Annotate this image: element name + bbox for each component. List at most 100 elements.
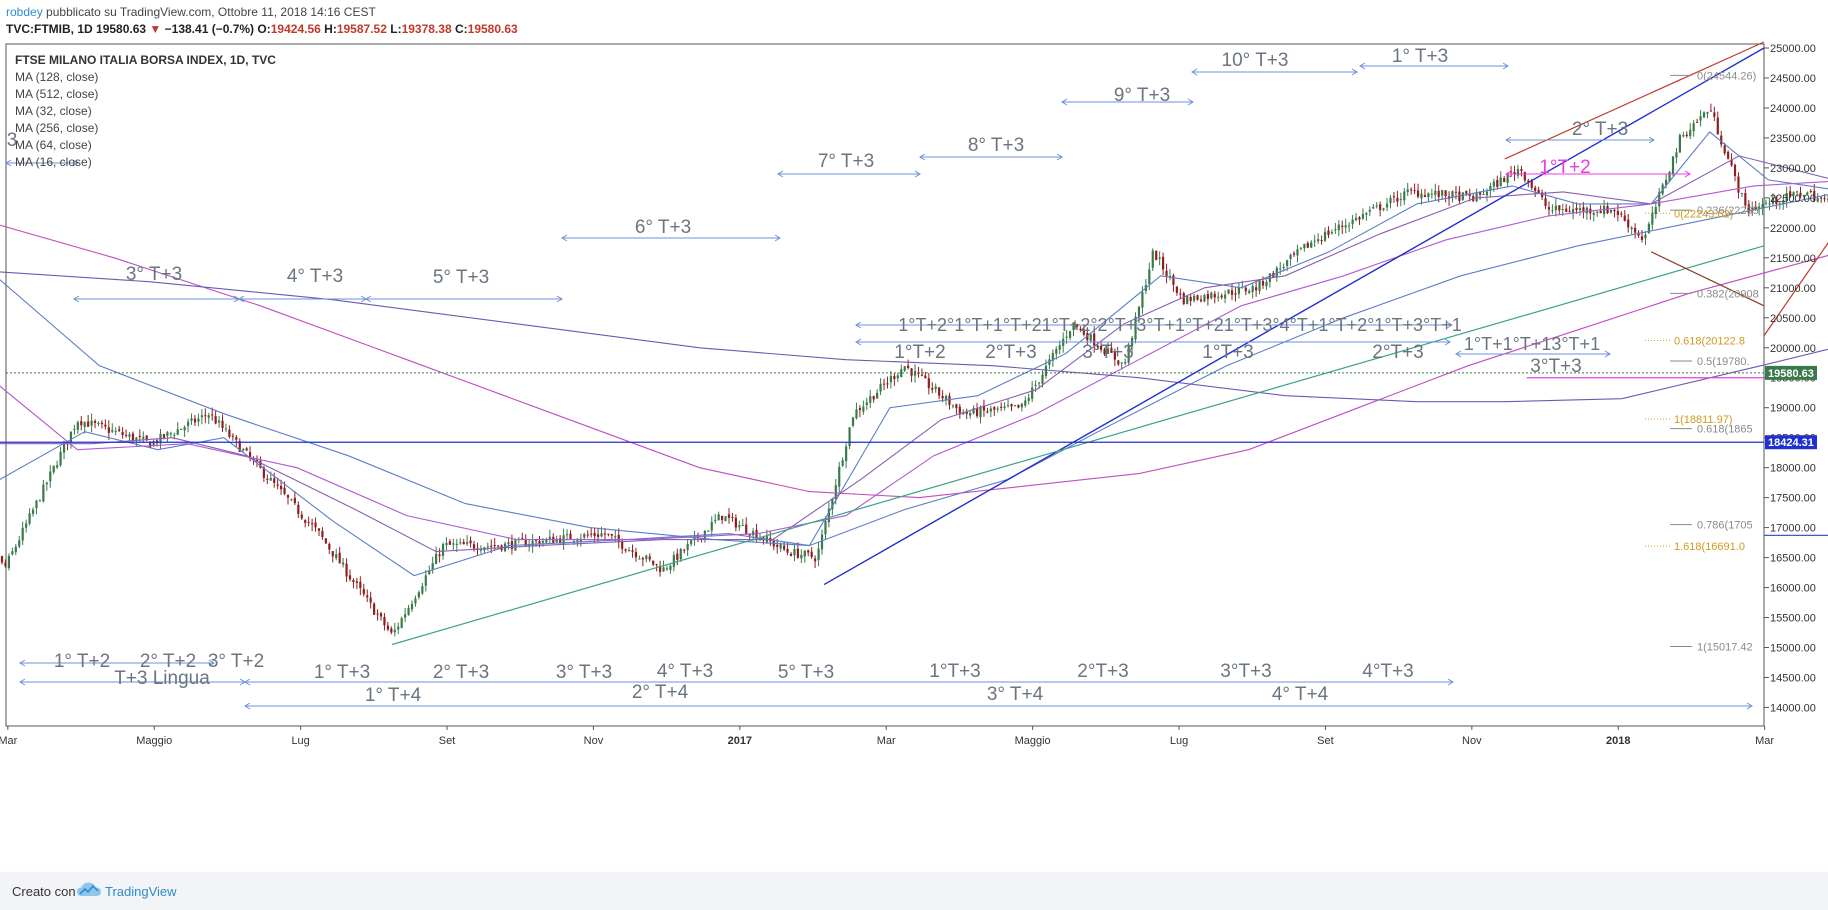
x-tick-label: Nov xyxy=(1462,735,1482,747)
wave-annotation: 5° T+3 xyxy=(433,267,489,288)
wave-annotation: 9° T+3 xyxy=(1114,85,1170,106)
candle-body xyxy=(1547,207,1551,210)
candle-body xyxy=(938,387,941,396)
candle-body xyxy=(1713,112,1716,117)
candle-body xyxy=(462,542,465,545)
candle-body xyxy=(820,534,824,550)
candle-body xyxy=(1106,348,1110,354)
arrow-head xyxy=(1351,68,1358,76)
candle-body xyxy=(362,588,365,595)
candle-body xyxy=(975,408,979,417)
candle-body xyxy=(627,549,631,552)
arrow-head xyxy=(1061,98,1068,106)
indicator-legend: FTSE MILANO ITALIA BORSA INDEX, 1D, TVC … xyxy=(15,52,276,171)
candle-body xyxy=(1330,232,1334,234)
candle-body xyxy=(1410,189,1413,191)
candle-body xyxy=(186,421,190,427)
candle-body xyxy=(56,465,59,468)
high-value: 19587.52 xyxy=(336,22,387,36)
wave-annotation: 3° T+2 xyxy=(208,651,264,672)
candle-body xyxy=(738,525,741,528)
candle-body xyxy=(1196,295,1199,300)
candle-body xyxy=(73,428,76,430)
candle-body xyxy=(1151,250,1154,269)
candle-body xyxy=(614,536,617,538)
author-link[interactable]: robdey xyxy=(6,5,43,19)
candle-body xyxy=(1341,225,1344,227)
candle-body xyxy=(1634,227,1637,233)
candle-body xyxy=(1082,329,1085,335)
candle-body xyxy=(1172,275,1175,285)
candle-body xyxy=(104,424,107,427)
candle-body xyxy=(872,396,875,400)
tradingview-link[interactable]: TradingView xyxy=(105,884,177,899)
arrow-head xyxy=(777,170,784,178)
candle-body xyxy=(221,420,224,428)
legend-ma-32[interactable]: MA (32, close) xyxy=(15,104,92,118)
candle-body xyxy=(617,534,620,542)
candle-body xyxy=(634,552,638,558)
legend-ma-512[interactable]: MA (512, close) xyxy=(15,87,99,101)
candle-body xyxy=(1799,192,1802,196)
legend-ma-256[interactable]: MA (256, close) xyxy=(15,121,99,135)
candle-body xyxy=(131,433,135,441)
candle-body xyxy=(876,392,879,399)
legend-ma-16[interactable]: MA (16, close) xyxy=(15,155,92,169)
candle-body xyxy=(1727,151,1730,159)
candle-body xyxy=(1058,345,1061,350)
candle-body xyxy=(1320,240,1323,242)
wave-annotation: 1°T+3 xyxy=(929,661,980,682)
candle-body xyxy=(1323,231,1327,241)
candle-body xyxy=(490,545,493,547)
candle-body xyxy=(1520,169,1523,171)
candle-body xyxy=(641,557,644,560)
candle-body xyxy=(1654,207,1657,215)
moving-average-line xyxy=(0,155,1828,553)
candle-body xyxy=(1551,210,1554,212)
candle-body xyxy=(951,405,955,407)
arrow-head xyxy=(1505,170,1512,178)
candle-body xyxy=(180,428,183,430)
candle-body xyxy=(1134,316,1137,340)
candle-body xyxy=(276,484,279,486)
arrow-head xyxy=(1447,678,1454,686)
candle-body xyxy=(590,533,593,535)
candle-body xyxy=(1365,213,1368,215)
tradingview-cloud-icon xyxy=(77,882,101,896)
candle-body xyxy=(1627,219,1630,228)
candle-body xyxy=(1158,257,1161,259)
wave-annotation: 3°T+3 xyxy=(1530,356,1581,377)
wave-annotation: 3°T+3 xyxy=(1220,661,1271,682)
candle-body xyxy=(972,408,975,414)
y-tick-label: 22000.00 xyxy=(1770,223,1816,235)
y-tick-label: 20500.00 xyxy=(1770,313,1816,325)
candle-body xyxy=(1696,121,1699,123)
candle-body xyxy=(1585,207,1588,214)
candle-body xyxy=(1399,198,1402,200)
candle-body xyxy=(1406,189,1409,193)
candle-body xyxy=(376,613,379,615)
candle-body xyxy=(869,396,872,403)
arrow-head xyxy=(1505,136,1512,144)
close-value: 19580.63 xyxy=(467,22,518,36)
x-tick-label: Lug xyxy=(291,735,309,747)
candle-body xyxy=(1427,193,1430,198)
candle-body xyxy=(1544,198,1547,207)
candle-body xyxy=(1299,247,1303,249)
candle-body xyxy=(1337,224,1340,231)
publish-info: robdey pubblicato su TradingView.com, Ot… xyxy=(6,5,376,19)
candle-body xyxy=(11,551,14,555)
candle-body xyxy=(621,541,624,549)
candle-body xyxy=(996,408,999,410)
candle-body xyxy=(1582,207,1585,212)
candle-body xyxy=(982,405,986,411)
high-label: H: xyxy=(324,22,337,36)
candle-body xyxy=(1003,406,1006,408)
candle-body xyxy=(1416,190,1420,197)
arrow-head xyxy=(73,295,80,303)
candle-body xyxy=(955,404,958,409)
candle-body xyxy=(1492,181,1495,187)
legend-ma-128[interactable]: MA (128, close) xyxy=(15,70,99,84)
legend-ma-64[interactable]: MA (64, close) xyxy=(15,138,92,152)
